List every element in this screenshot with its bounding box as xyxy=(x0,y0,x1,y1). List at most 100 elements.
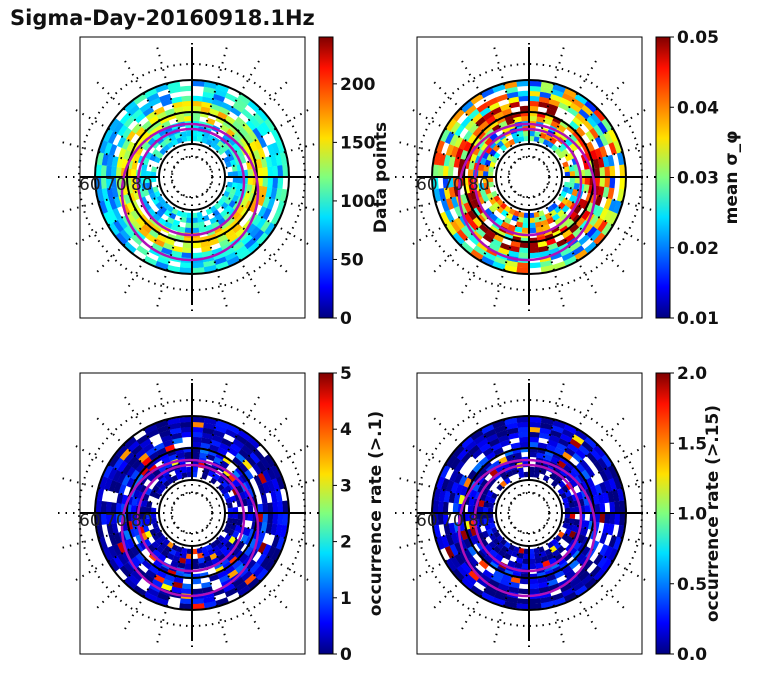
heatmap-cell xyxy=(572,214,582,224)
radial-label: 70 xyxy=(105,175,127,195)
heatmap-cell xyxy=(270,523,278,536)
heatmap-cell xyxy=(468,108,480,120)
heatmap-cell xyxy=(468,556,479,567)
heatmap-cell xyxy=(257,136,268,149)
heatmap-cell xyxy=(540,86,553,94)
heatmap-cell xyxy=(499,578,511,587)
heatmap-cell xyxy=(516,80,530,87)
heatmap-cell xyxy=(143,88,158,99)
heatmap-cell xyxy=(108,533,118,546)
heatmap-cell xyxy=(607,128,618,143)
heatmap-cell xyxy=(270,211,281,226)
heatmap-cell xyxy=(563,424,578,435)
heatmap-cell xyxy=(477,506,484,513)
heatmap-cell xyxy=(192,80,205,87)
heatmap-cell xyxy=(568,530,577,539)
heatmap-cell xyxy=(607,154,615,167)
heatmap-cell xyxy=(211,98,224,107)
heatmap-cell xyxy=(481,530,490,539)
dotted-grid-circle xyxy=(415,399,643,627)
heatmap-cell xyxy=(232,456,243,467)
heatmap-cell xyxy=(115,444,128,458)
heatmap-cell xyxy=(150,512,157,519)
heatmap-cell xyxy=(548,583,561,592)
heatmap-cell xyxy=(594,513,601,523)
heatmap-cell xyxy=(533,472,540,479)
heatmap-cell xyxy=(564,447,576,457)
heatmap-cell xyxy=(558,437,570,448)
heatmap-cell xyxy=(478,223,489,234)
heatmap-cell xyxy=(257,483,266,495)
heatmap-cell xyxy=(462,548,473,560)
radial-label: 80 xyxy=(468,511,490,531)
heatmap-cell xyxy=(582,559,594,571)
heatmap-cell xyxy=(172,581,183,589)
heatmap-cell xyxy=(264,558,276,572)
heatmap-cell xyxy=(514,226,523,233)
heatmap-cell xyxy=(499,538,508,546)
heatmap-cell xyxy=(253,474,263,486)
heatmap-cell xyxy=(597,186,605,197)
heatmap-cell xyxy=(140,512,147,520)
heatmap-cell xyxy=(224,148,233,157)
heatmap-cell xyxy=(501,573,512,582)
heatmap-cell xyxy=(534,131,542,138)
heatmap-cell xyxy=(565,473,574,483)
heatmap-cell xyxy=(192,426,204,433)
radial-label: 60 xyxy=(416,175,438,195)
heatmap-cell xyxy=(528,242,539,249)
heatmap-cell xyxy=(569,478,578,488)
heatmap-cell xyxy=(123,226,135,238)
heatmap-cell xyxy=(487,176,494,183)
heatmap-cell xyxy=(192,95,203,102)
heatmap-cell xyxy=(276,200,285,214)
heatmap-cell xyxy=(478,499,485,507)
heatmap-cell xyxy=(143,255,158,266)
heatmap-cell xyxy=(127,104,140,117)
heatmap-cell xyxy=(141,499,148,507)
heatmap-cell xyxy=(599,532,608,545)
heatmap-cell xyxy=(203,264,217,273)
heatmap-cell xyxy=(613,536,622,550)
heatmap-cell xyxy=(477,484,485,494)
heatmap-cell xyxy=(159,147,167,156)
heatmap-cell xyxy=(497,583,510,592)
heatmap-cell xyxy=(538,250,551,258)
heatmap-cell xyxy=(176,452,185,459)
heatmap-cell xyxy=(192,416,205,423)
heatmap-cell xyxy=(166,552,175,561)
heatmap-cell xyxy=(198,562,207,569)
heatmap-cell xyxy=(529,80,542,87)
heatmap-cell xyxy=(223,156,231,164)
polar-panel-3: 60 70 80 0 1 2 3 4 5 occurrence rate (>.1) xyxy=(57,364,386,665)
heatmap-cell xyxy=(494,424,507,434)
heatmap-cell xyxy=(534,552,541,559)
heatmap-cell xyxy=(156,111,167,120)
heatmap-cell xyxy=(232,559,243,570)
heatmap-cell xyxy=(127,440,140,453)
heatmap-cell xyxy=(571,524,579,533)
heatmap-cell xyxy=(593,553,604,566)
heatmap-cell xyxy=(148,229,159,239)
heatmap-cell xyxy=(209,552,218,561)
heatmap-cell xyxy=(262,196,271,209)
heatmap-cell xyxy=(184,563,192,570)
heatmap-cell xyxy=(99,200,108,214)
heatmap-cell xyxy=(252,215,263,227)
heatmap-cell xyxy=(445,558,457,572)
heatmap-cell xyxy=(181,252,192,259)
heatmap-cell xyxy=(568,518,575,526)
heatmap-cell xyxy=(482,460,492,470)
heatmap-cell xyxy=(179,267,192,274)
heatmap-cell xyxy=(529,471,535,478)
colorbar-tick-label: 2 xyxy=(340,533,352,553)
heatmap-cell xyxy=(257,177,264,187)
heatmap-cell xyxy=(432,512,439,526)
heatmap-cell xyxy=(599,481,608,494)
heatmap-cell xyxy=(229,523,237,531)
heatmap-cell xyxy=(222,549,232,558)
heatmap-cell xyxy=(597,556,608,569)
heatmap-cell xyxy=(223,190,231,198)
heatmap-cell xyxy=(110,512,117,524)
heatmap-cell xyxy=(594,147,603,159)
